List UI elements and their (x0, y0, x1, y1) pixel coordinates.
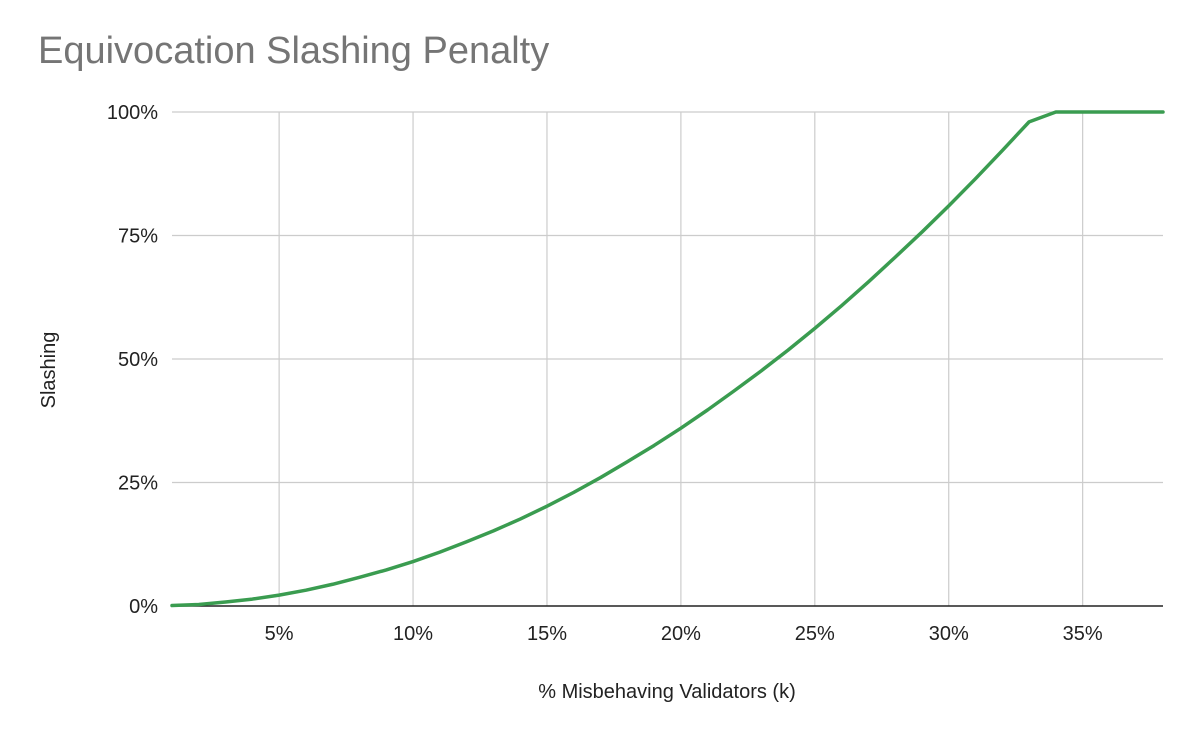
tick-labels: 0% 25% 50% 75% 100% 5% 10% 15% 20% 25% 30% 35% (107, 102, 1103, 645)
chart-title: Equivocation Slashing Penalty (38, 30, 550, 72)
x-tick-label: 10% (393, 623, 433, 645)
y-axis-title: Slashing (38, 332, 60, 409)
x-axis-title: % Misbehaving Validators (k) (538, 681, 796, 703)
x-tick-label: 15% (527, 623, 567, 645)
y-tick-label: 50% (118, 349, 158, 371)
y-tick-label: 0% (129, 596, 158, 618)
x-tick-label: 35% (1063, 623, 1103, 645)
x-tick-label: 25% (795, 623, 835, 645)
series-line (170, 110, 1165, 608)
x-tick-label: 5% (265, 623, 294, 645)
x-tick-label: 30% (929, 623, 969, 645)
y-tick-label: 100% (107, 102, 158, 124)
grid-lines (172, 111, 1163, 606)
y-tick-label: 25% (118, 473, 158, 495)
x-tick-label: 20% (661, 623, 701, 645)
series-layer (170, 110, 1165, 608)
y-tick-label: 75% (118, 226, 158, 248)
